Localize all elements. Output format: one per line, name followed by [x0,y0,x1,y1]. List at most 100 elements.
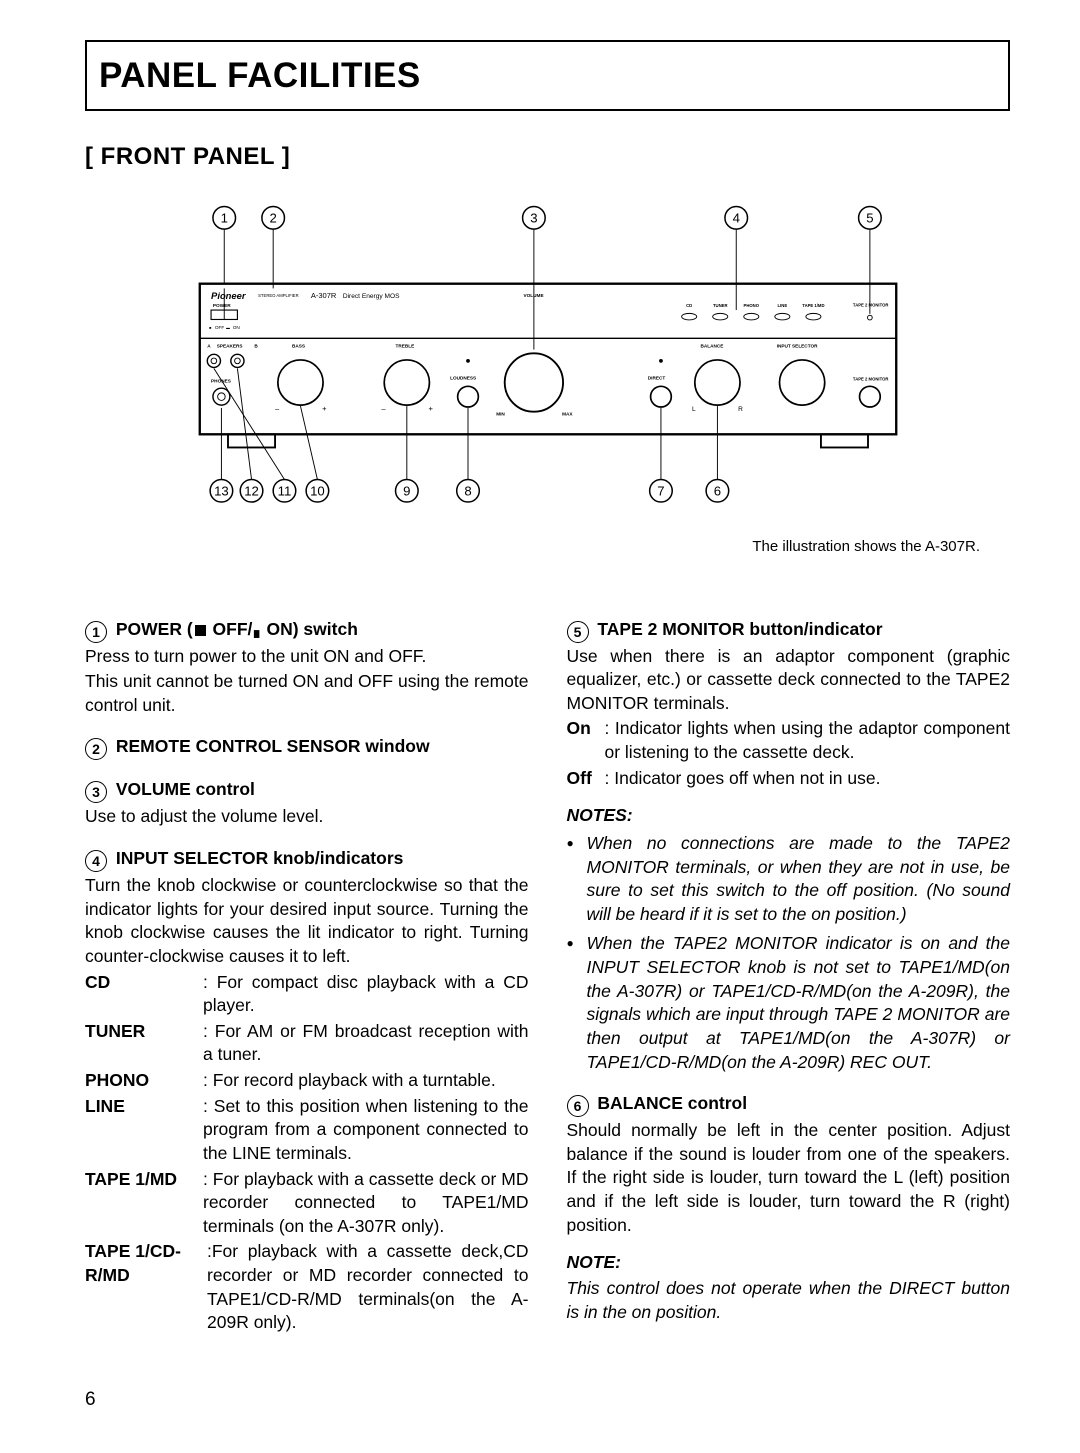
svg-text:R: R [738,405,743,412]
note-item: When no connections are made to the TAPE… [567,832,1011,927]
svg-text:▬: ▬ [226,326,230,330]
svg-text:+: + [428,403,433,412]
def-key: LINE [85,1095,203,1166]
svg-text:B: B [254,343,258,348]
svg-text:9: 9 [403,483,410,498]
svg-text:2: 2 [269,210,276,225]
svg-text:A-307R: A-307R [310,290,336,299]
svg-text:Pioneer: Pioneer [211,289,247,300]
def-val: :For playback with a cassette deck,CD re… [207,1240,529,1335]
num6-icon: 6 [567,1095,589,1117]
front-panel-diagram: 12345 Pioneer STEREO AMPLIFIER A-307R Di… [85,199,1010,526]
svg-text:13: 13 [214,483,229,498]
svg-text:TAPE 1/MD: TAPE 1/MD [802,303,824,308]
svg-text:INPUT SELECTOR: INPUT SELECTOR [776,343,817,348]
def-val: : Set to this position when listening to… [203,1095,529,1166]
svg-text:PHONO: PHONO [743,303,759,308]
left-column: 1 POWER ( OFF/▄ ON) switch Press to turn… [85,618,529,1337]
def-val: : For record playback with a turntable. [203,1069,529,1093]
svg-text:Direct Energy MOS: Direct Energy MOS [342,292,399,299]
sec1-head: 1 POWER ( OFF/▄ ON) switch [85,618,529,643]
svg-text:3: 3 [530,210,537,225]
svg-text:–: – [381,403,386,412]
svg-text:TAPE 2 MONITOR: TAPE 2 MONITOR [852,302,887,307]
svg-text:VOLUME: VOLUME [523,293,543,298]
svg-text:6: 6 [713,483,720,498]
num2-icon: 2 [85,738,107,760]
input-definition-list: CD: For compact disc playback with a CD … [85,971,529,1335]
svg-text:+: + [322,403,327,412]
def-val: : For compact disc playback with a CD pl… [203,971,529,1018]
def-key: TUNER [85,1020,203,1067]
def-val: : For playback with a cassette deck or M… [203,1168,529,1239]
title-box: PANEL FACILITIES [85,40,1010,111]
body-columns: 1 POWER ( OFF/▄ ON) switch Press to turn… [85,618,1010,1337]
def-row: PHONO: For record playback with a turnta… [85,1069,529,1093]
note-body: This control does not operate when the D… [567,1277,1011,1324]
diagram-caption: The illustration shows the A-307R. [85,537,980,557]
right-column: 5 TAPE 2 MONITOR button/indicator Use wh… [567,618,1011,1337]
svg-text:DIRECT: DIRECT [647,375,665,380]
svg-text:STEREO AMPLIFIER: STEREO AMPLIFIER [258,293,299,298]
sec2-head: 2 REMOTE CONTROL SENSOR window [85,735,529,760]
svg-text:4: 4 [732,210,739,225]
svg-text:5: 5 [866,210,873,225]
svg-text:SPEAKERS: SPEAKERS [216,343,242,348]
num1-icon: 1 [85,621,107,643]
svg-text:10: 10 [310,483,325,498]
num5-icon: 5 [567,621,589,643]
sec4-head: 4 INPUT SELECTOR knob/indicators [85,847,529,872]
def-val: : For AM or FM broadcast reception with … [203,1020,529,1067]
svg-text:BALANCE: BALANCE [700,343,723,348]
sec3-p1: Use to adjust the volume level. [85,805,529,829]
svg-text:ON: ON [232,325,239,330]
sec6-p1: Should normally be left in the center po… [567,1119,1011,1237]
def-key: TAPE 1/MD [85,1168,203,1239]
def-row: LINE: Set to this position when listenin… [85,1095,529,1166]
svg-text:7: 7 [657,483,664,498]
on-label: On [567,717,605,764]
svg-text:TUNER: TUNER [712,303,727,308]
svg-text:CD: CD [686,303,692,308]
svg-text:LINE: LINE [777,303,787,308]
svg-text:POWER: POWER [212,303,230,308]
def-key: PHONO [85,1069,203,1093]
sec4-p1: Turn the knob clockwise or counterclockw… [85,874,529,969]
num4-icon: 4 [85,850,107,872]
svg-text:1: 1 [220,210,227,225]
svg-text:OFF: OFF [214,325,224,330]
on-desc: : Indicator lights when using the adapto… [605,717,1011,764]
sec5-p1: Use when there is an adaptor component (… [567,645,1011,716]
svg-text:MIN: MIN [496,411,505,416]
sec1-p1: Press to turn power to the unit ON and O… [85,645,529,669]
def-row: CD: For compact disc playback with a CD … [85,971,529,1018]
on-off-list: On: Indicator lights when using the adap… [567,717,1011,790]
svg-text:■: ■ [209,326,212,330]
page-title: PANEL FACILITIES [99,52,996,99]
off-label: Off [567,767,605,791]
svg-text:11: 11 [277,483,291,498]
svg-text:L: L [692,405,696,412]
sec3-head: 3 VOLUME control [85,778,529,803]
notes-list: When no connections are made to the TAPE… [567,832,1011,1074]
def-key: CD [85,971,203,1018]
def-row: TAPE 1/CD-R/MD:For playback with a casse… [85,1240,529,1335]
off-desc: : Indicator goes off when not in use. [605,767,1011,791]
svg-text:TAPE 2 MONITOR: TAPE 2 MONITOR [852,376,887,381]
svg-text:LOUDNESS: LOUDNESS [450,375,476,380]
svg-text:8: 8 [464,483,471,498]
svg-text:–: – [275,403,280,412]
svg-text:A: A [207,343,211,348]
page-number: 6 [85,1387,1010,1413]
def-key: TAPE 1/CD-R/MD [85,1240,207,1335]
sec6-head: 6 BALANCE control [567,1092,1011,1117]
def-row: TUNER: For AM or FM broadcast reception … [85,1020,529,1067]
note-heading: NOTE: [567,1251,1011,1275]
svg-text:BASS: BASS [292,343,305,348]
sec5-head: 5 TAPE 2 MONITOR button/indicator [567,618,1011,643]
svg-text:12: 12 [244,483,259,498]
notes-heading: NOTES: [567,804,1011,828]
num3-icon: 3 [85,781,107,803]
note-item: When the TAPE2 MONITOR indicator is on a… [567,932,1011,1074]
svg-text:TREBLE: TREBLE [395,343,414,348]
